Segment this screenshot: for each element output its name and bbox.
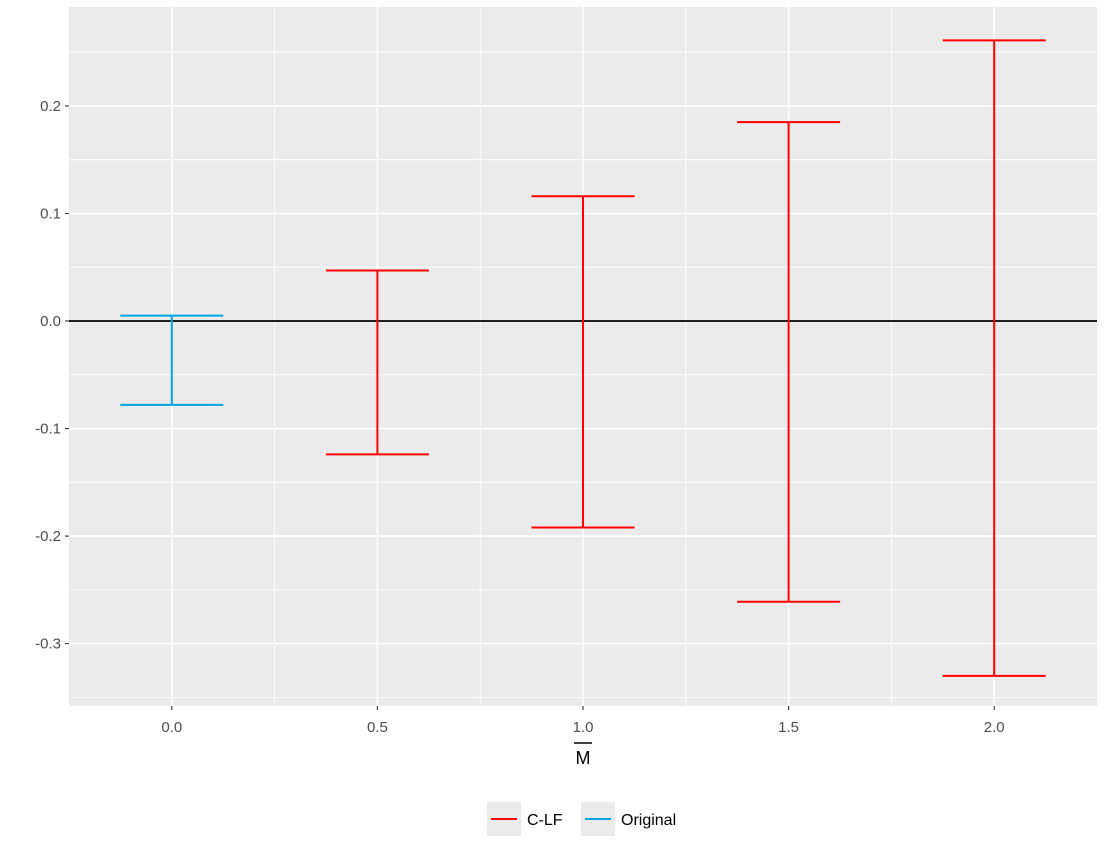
y-tick-label: 0.2	[40, 98, 61, 115]
y-tick-label: -0.2	[35, 528, 61, 545]
legend-item: C-LF	[487, 802, 563, 836]
y-tick-label: 0.0	[40, 313, 61, 330]
x-tick-label: 0.0	[161, 719, 182, 736]
legend-label: C-LF	[527, 812, 563, 829]
legend: C-LF Original	[487, 802, 676, 836]
errorbar-c-lf	[325, 269, 429, 456]
legend-label: Original	[621, 812, 676, 829]
x-tick-label: 1.5	[778, 719, 799, 736]
y-axis-ticks: -0.3 -0.2 -0.1 0.0 0.1 0.2	[35, 98, 69, 653]
errorbar-original	[120, 314, 224, 406]
y-tick-label: -0.1	[35, 421, 61, 438]
error-bars	[120, 39, 1046, 677]
x-tick-label: 2.0	[984, 719, 1005, 736]
errorbar-c-lf	[531, 195, 635, 529]
y-tick-label: 0.1	[40, 205, 61, 222]
errorbar-c-lf	[737, 121, 841, 603]
x-axis-title: M	[576, 748, 591, 768]
errorbar-c-lf	[942, 39, 1046, 677]
x-axis-ticks: 0.0 0.5 1.0 1.5 2.0	[161, 706, 1005, 736]
legend-item: Original	[581, 802, 676, 836]
x-tick-label: 0.5	[367, 719, 388, 736]
y-tick-label: -0.3	[35, 636, 61, 653]
x-tick-label: 1.0	[573, 719, 594, 736]
